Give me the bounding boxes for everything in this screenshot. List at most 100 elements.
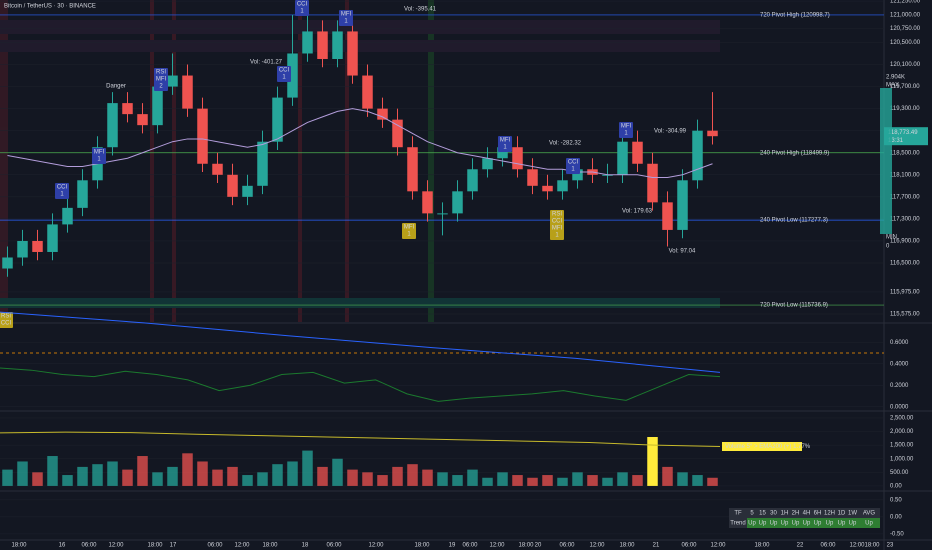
table-text: Up <box>814 521 822 527</box>
signal-text: MFI <box>404 225 415 231</box>
table-text: Up <box>826 521 834 527</box>
candle-body <box>137 114 148 126</box>
x-tick-label: 12:00 <box>710 543 726 549</box>
candle-body <box>227 174 238 197</box>
volume-bar <box>632 475 643 486</box>
gauge-label: 2.904K <box>886 75 905 81</box>
candle-body <box>2 257 13 269</box>
volume-bar <box>17 461 28 486</box>
table-text: Up <box>865 521 873 527</box>
signal-text: MFI <box>552 226 563 232</box>
candle-body <box>467 169 478 192</box>
candle-body <box>77 180 88 208</box>
volume-bar <box>2 469 13 486</box>
y-tick-label: 120,100.00 <box>890 62 921 68</box>
table-text: 15 <box>759 511 766 517</box>
candle-body <box>107 103 118 148</box>
candle-body <box>182 75 193 109</box>
candle-body <box>287 53 298 98</box>
y-tick-label: 121,250.00 <box>890 0 921 5</box>
table-cell <box>768 518 779 528</box>
volume-bar <box>617 472 628 486</box>
volume-bar <box>482 477 493 486</box>
y-tick-label: 119,300.00 <box>890 106 920 112</box>
candle-body <box>122 103 133 115</box>
y-tick-label: 116,900.00 <box>890 239 920 245</box>
x-tick-label: 06:00 <box>326 543 342 549</box>
volume-bar <box>152 472 163 486</box>
signal-text: 1 <box>344 19 348 25</box>
gauge-label: MAX <box>886 83 899 89</box>
table-cell <box>790 518 801 528</box>
signal-text: MFI <box>156 77 167 83</box>
signal-text: MFI <box>94 150 105 156</box>
candle-body <box>62 207 73 225</box>
signal-badge <box>295 0 309 16</box>
y-tick-label: 115,575.00 <box>890 312 920 318</box>
candle-body <box>242 185 253 197</box>
table-text: 30 <box>770 511 777 517</box>
volume-bar <box>227 466 238 486</box>
signal-badge <box>154 68 168 91</box>
table-cell <box>801 508 812 518</box>
x-tick-label: 18:00 <box>864 543 880 549</box>
table-text: Up <box>838 521 846 527</box>
x-tick-label: 23 <box>887 543 894 549</box>
volume-bar <box>32 472 43 486</box>
volume-bar <box>557 477 568 486</box>
candle-body <box>677 180 688 230</box>
pivot-label: 240 Pivot High (118499.9) <box>760 150 829 156</box>
volume-bar <box>407 464 418 486</box>
y-tick-label: 115,975.00 <box>890 290 920 296</box>
table-text: 5 <box>750 511 754 517</box>
table-cell <box>858 518 880 528</box>
y-tick-label: 0.4000 <box>890 361 909 367</box>
volume-ema <box>0 431 721 448</box>
x-tick-label: 18:00 <box>518 543 534 549</box>
candle-body <box>572 169 583 181</box>
x-tick-label: 18:00 <box>262 543 278 549</box>
volume-bar <box>317 466 328 486</box>
x-tick-label: 12:00 <box>589 543 605 549</box>
table-cell <box>836 508 847 518</box>
x-tick-label: 21 <box>653 543 660 549</box>
signal-text: CCI <box>57 185 68 191</box>
candle-body <box>692 130 703 181</box>
table-cell <box>779 508 790 518</box>
y-tick-label: 120,750.00 <box>890 26 921 32</box>
table-cell <box>729 518 747 528</box>
signal-text: RSI <box>156 70 166 76</box>
y-tick-label: 2,000.00 <box>890 429 914 435</box>
candle-body <box>47 224 58 252</box>
volume-bar <box>572 472 583 486</box>
x-tick-label: 06:00 <box>820 543 836 549</box>
candle-body <box>407 147 418 192</box>
y-tick-label: 1,500.00 <box>890 443 914 449</box>
candle-body <box>362 75 373 109</box>
signal-text: CCI <box>568 160 579 166</box>
candle-body <box>542 185 553 192</box>
table-cell <box>779 518 790 528</box>
table-cell <box>729 508 747 518</box>
y-tick-label: 0.00 <box>890 484 902 490</box>
table-cell <box>812 518 823 528</box>
countdown: 13:31 <box>888 138 904 144</box>
candle-body <box>167 75 178 87</box>
x-tick-label: 18:00 <box>147 543 163 549</box>
volume-bar <box>77 466 88 486</box>
table-cell <box>757 518 768 528</box>
x-tick-label: 12:00 <box>368 543 384 549</box>
volume-bar <box>542 475 553 486</box>
pivot-label: 240 Pivot Low (117277.3) <box>760 218 828 224</box>
candle-body <box>512 147 523 170</box>
candle-body <box>272 97 283 142</box>
table-text: 1H <box>781 511 789 517</box>
signal-text: MFI <box>500 138 511 144</box>
x-tick-label: 12:00 <box>108 543 124 549</box>
signal-text: 1 <box>282 75 286 81</box>
candle-body <box>347 31 358 76</box>
volume-bar <box>332 458 343 486</box>
table-text: Up <box>803 521 811 527</box>
signal-badge <box>277 66 291 82</box>
annotation: Vol: -304.99 <box>654 129 687 135</box>
